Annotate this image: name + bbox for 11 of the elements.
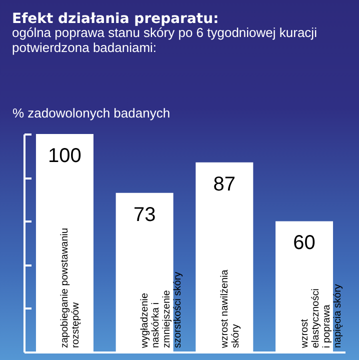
chart-title: Efekt działania preparatu: <box>12 11 219 27</box>
data-label: 100 <box>48 145 82 167</box>
y-axis-title: % zadowolonych badanych <box>12 106 170 120</box>
data-label: 87 <box>213 173 236 196</box>
chart-subtitle: ogólna poprawa stanu skóry po 6 tygodniowej kuracji potwierdzona badaniami: <box>12 25 318 55</box>
data-label: 60 <box>293 232 316 254</box>
x-tick-label: zapobieganie powstawaniu rozstępów <box>60 228 82 348</box>
x-tick-label: wzrost nawilżenia skóry <box>219 269 242 349</box>
x-tick-label: wzrost elastyczności i poprawa napięcia skóry <box>299 284 344 349</box>
data-label: 73 <box>133 204 156 226</box>
x-tick-label: wygładzenie naskórka i zmniejszenie szorstkości skóry <box>140 272 184 349</box>
